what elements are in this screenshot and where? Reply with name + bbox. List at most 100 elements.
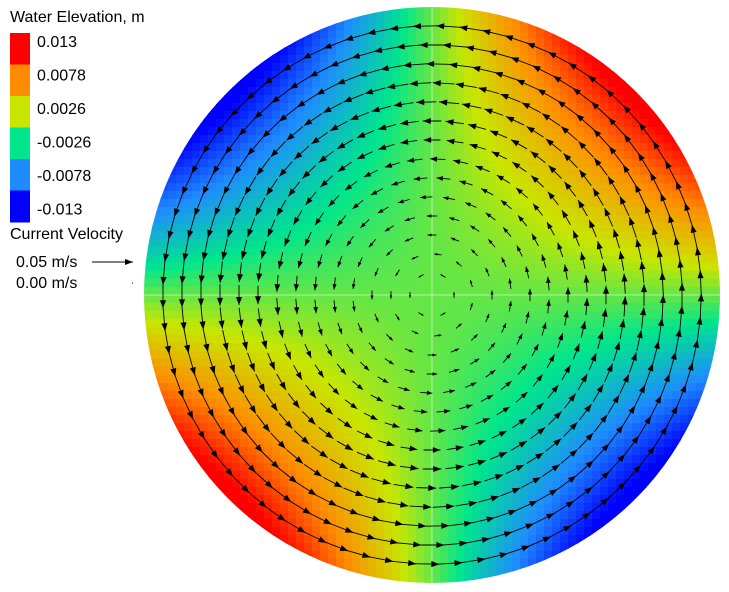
field-cell [632, 471, 641, 480]
field-cell [368, 519, 377, 528]
field-cell [552, 407, 561, 416]
field-cell [448, 575, 457, 583]
field-cell [240, 199, 249, 208]
field-cell [576, 127, 585, 136]
field-cell [616, 215, 625, 224]
field-cell [256, 151, 265, 160]
field-cell [232, 311, 241, 320]
field-cell [280, 287, 289, 296]
field-cell [488, 551, 497, 560]
vector-head [579, 169, 587, 179]
field-cell [536, 175, 545, 184]
field-cell [224, 335, 233, 344]
field-cell [200, 207, 209, 216]
field-cell [224, 135, 233, 144]
field-cell [584, 527, 593, 536]
field-cell [192, 447, 201, 456]
field-cell [568, 151, 577, 160]
field-cell [568, 335, 577, 344]
field-cell [320, 535, 329, 544]
field-cell [464, 63, 473, 72]
vector-head [332, 283, 337, 290]
field-cell [656, 359, 665, 368]
field-cell [256, 311, 265, 320]
field-cell [248, 447, 257, 456]
field-cell [528, 135, 537, 144]
field-cell [560, 447, 569, 456]
field-cell [632, 231, 641, 240]
vector-head [409, 369, 415, 373]
field-cell [512, 255, 521, 264]
field-cell [256, 199, 265, 208]
field-cell [288, 263, 297, 272]
field-cell [312, 263, 321, 272]
field-cell [296, 263, 305, 272]
field-cell [584, 223, 593, 232]
field-cell [384, 415, 393, 424]
field-cell [496, 15, 505, 24]
field-cell [144, 215, 153, 224]
field-cell [568, 47, 577, 56]
field-cell [288, 519, 297, 528]
field-cell [544, 215, 553, 224]
field-cell [656, 247, 665, 256]
field-cell [632, 247, 641, 256]
field-cell [608, 63, 617, 72]
field-cell [488, 15, 497, 24]
field-cell [392, 495, 401, 504]
field-cell [296, 247, 305, 256]
field-cell [504, 311, 513, 320]
field-cell [480, 55, 489, 64]
field-cell [592, 415, 601, 424]
field-cell [240, 423, 249, 432]
field-cell [528, 31, 537, 40]
field-cell [448, 391, 457, 400]
field-cell [232, 143, 241, 152]
field-cell [512, 247, 521, 256]
field-cell [200, 439, 209, 448]
field-cell [320, 231, 329, 240]
field-cell [408, 175, 417, 184]
field-cell [480, 327, 489, 336]
vector-head [336, 142, 346, 149]
field-cell [272, 511, 281, 520]
field-cell [480, 23, 489, 32]
field-cell [368, 351, 377, 360]
field-cell [376, 255, 385, 264]
field-cell [584, 351, 593, 360]
field-cell [264, 407, 273, 416]
field-cell [272, 183, 281, 192]
field-cell [384, 471, 393, 480]
vector-head [490, 495, 500, 502]
vector-head [244, 186, 252, 195]
field-cell [408, 215, 417, 224]
field-cell [488, 383, 497, 392]
field-cell [240, 479, 249, 488]
field-cell [536, 127, 545, 136]
field-cell [640, 319, 649, 328]
field-cell [432, 239, 441, 248]
field-cell [384, 423, 393, 432]
field-cell [392, 103, 401, 112]
field-cell [488, 575, 497, 583]
field-cell [200, 359, 209, 368]
field-cell [392, 455, 401, 464]
field-cell [352, 95, 361, 104]
field-cell [520, 87, 529, 96]
field-cell [504, 47, 513, 56]
field-cell [416, 559, 425, 568]
field-cell [584, 247, 593, 256]
field-cell [192, 247, 201, 256]
field-cell [376, 327, 385, 336]
vector-head [365, 453, 374, 460]
vector-head [378, 124, 387, 131]
field-cell [312, 207, 321, 216]
field-cell [472, 503, 481, 512]
vector-head [279, 381, 286, 391]
field-cell [648, 463, 657, 472]
field-cell [424, 159, 433, 168]
field-cell [544, 87, 553, 96]
field-cell [504, 63, 513, 72]
field-cell [360, 239, 369, 248]
field-cell [656, 103, 665, 112]
